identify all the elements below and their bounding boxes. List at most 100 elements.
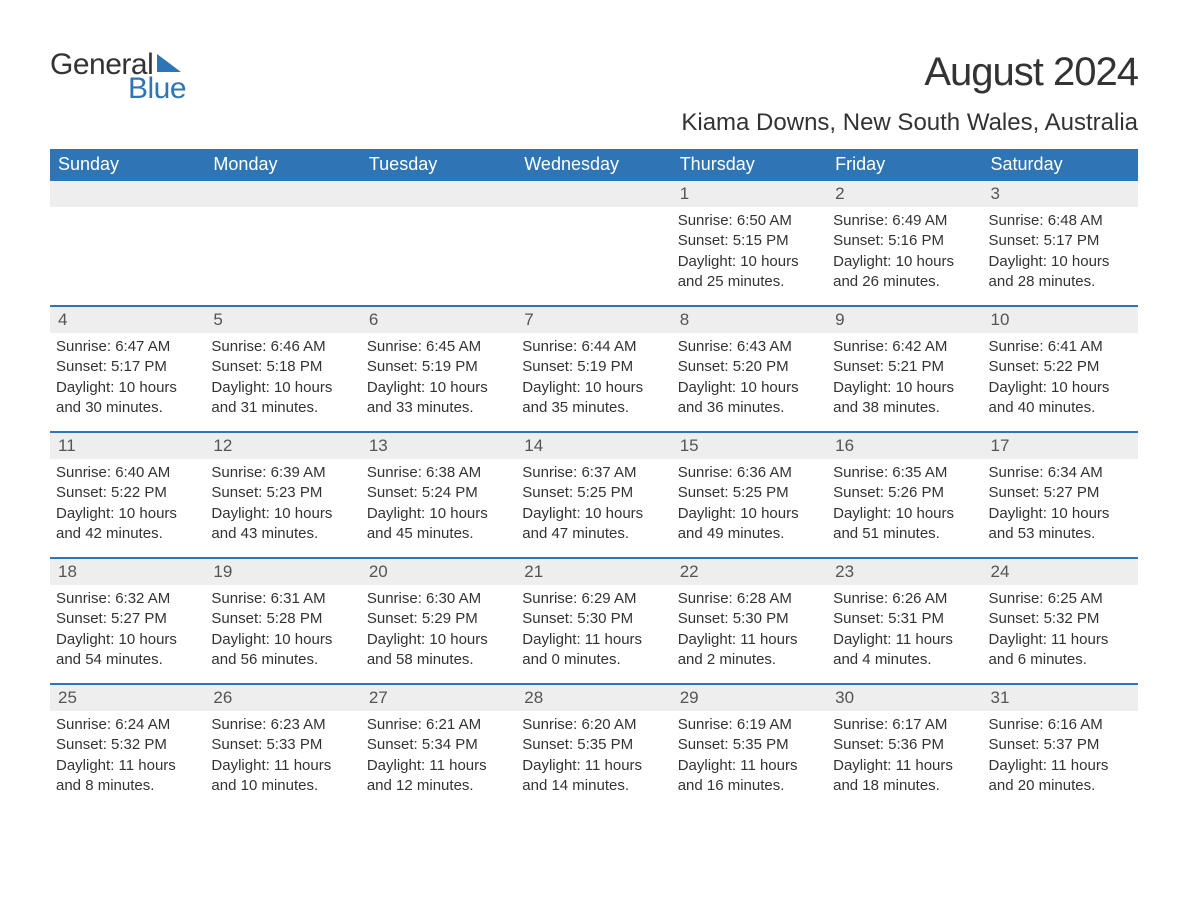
day-details: Sunrise: 6:34 AMSunset: 5:27 PMDaylight:… bbox=[989, 463, 1132, 544]
day-cell: 23Sunrise: 6:26 AMSunset: 5:31 PMDayligh… bbox=[827, 559, 982, 683]
detail-line: Sunrise: 6:48 AM bbox=[989, 211, 1132, 231]
day-number: 18 bbox=[50, 559, 205, 585]
detail-line: Sunrise: 6:45 AM bbox=[367, 337, 510, 357]
day-cell: 20Sunrise: 6:30 AMSunset: 5:29 PMDayligh… bbox=[361, 559, 516, 683]
detail-line: and 36 minutes. bbox=[678, 398, 821, 418]
day-details: Sunrise: 6:25 AMSunset: 5:32 PMDaylight:… bbox=[989, 589, 1132, 670]
detail-line: and 53 minutes. bbox=[989, 524, 1132, 544]
day-details: Sunrise: 6:44 AMSunset: 5:19 PMDaylight:… bbox=[522, 337, 665, 418]
detail-line: and 30 minutes. bbox=[56, 398, 199, 418]
detail-line: Sunrise: 6:34 AM bbox=[989, 463, 1132, 483]
detail-line: Sunrise: 6:40 AM bbox=[56, 463, 199, 483]
detail-line: Sunrise: 6:23 AM bbox=[211, 715, 354, 735]
day-details: Sunrise: 6:17 AMSunset: 5:36 PMDaylight:… bbox=[833, 715, 976, 796]
detail-line: Sunrise: 6:46 AM bbox=[211, 337, 354, 357]
calendar-week: ....1Sunrise: 6:50 AMSunset: 5:15 PMDayl… bbox=[50, 181, 1138, 305]
detail-line: Daylight: 11 hours bbox=[56, 756, 199, 776]
detail-line: Sunrise: 6:17 AM bbox=[833, 715, 976, 735]
day-cell: 13Sunrise: 6:38 AMSunset: 5:24 PMDayligh… bbox=[361, 433, 516, 557]
day-details: Sunrise: 6:29 AMSunset: 5:30 PMDaylight:… bbox=[522, 589, 665, 670]
detail-line: and 14 minutes. bbox=[522, 776, 665, 796]
detail-line: and 42 minutes. bbox=[56, 524, 199, 544]
detail-line: Daylight: 11 hours bbox=[678, 630, 821, 650]
detail-line: and 35 minutes. bbox=[522, 398, 665, 418]
day-number: 14 bbox=[516, 433, 671, 459]
day-cell: 18Sunrise: 6:32 AMSunset: 5:27 PMDayligh… bbox=[50, 559, 205, 683]
weekday-header-row: Sunday Monday Tuesday Wednesday Thursday… bbox=[50, 149, 1138, 181]
detail-line: Sunset: 5:22 PM bbox=[56, 483, 199, 503]
day-number: 15 bbox=[672, 433, 827, 459]
brand-text-2: Blue bbox=[128, 74, 186, 104]
day-details: Sunrise: 6:41 AMSunset: 5:22 PMDaylight:… bbox=[989, 337, 1132, 418]
day-number: 7 bbox=[516, 307, 671, 333]
detail-line: Daylight: 10 hours bbox=[678, 378, 821, 398]
day-number: 19 bbox=[205, 559, 360, 585]
detail-line: and 18 minutes. bbox=[833, 776, 976, 796]
day-number: 17 bbox=[983, 433, 1138, 459]
day-number: 5 bbox=[205, 307, 360, 333]
detail-line: and 31 minutes. bbox=[211, 398, 354, 418]
detail-line: and 47 minutes. bbox=[522, 524, 665, 544]
detail-line: Sunset: 5:23 PM bbox=[211, 483, 354, 503]
detail-line: and 49 minutes. bbox=[678, 524, 821, 544]
brand-logo: General Blue bbox=[50, 50, 186, 104]
detail-line: Sunset: 5:16 PM bbox=[833, 231, 976, 251]
day-cell: 29Sunrise: 6:19 AMSunset: 5:35 PMDayligh… bbox=[672, 685, 827, 809]
title-block: August 2024 Kiama Downs, New South Wales… bbox=[681, 50, 1138, 137]
day-number: . bbox=[50, 181, 205, 207]
detail-line: Daylight: 11 hours bbox=[833, 630, 976, 650]
detail-line: Sunrise: 6:24 AM bbox=[56, 715, 199, 735]
day-number: 6 bbox=[361, 307, 516, 333]
detail-line: Daylight: 11 hours bbox=[367, 756, 510, 776]
month-title: August 2024 bbox=[681, 50, 1138, 95]
day-details: Sunrise: 6:49 AMSunset: 5:16 PMDaylight:… bbox=[833, 211, 976, 292]
weekday-header: Sunday bbox=[50, 149, 205, 181]
detail-line: and 16 minutes. bbox=[678, 776, 821, 796]
detail-line: Sunrise: 6:19 AM bbox=[678, 715, 821, 735]
day-number: 16 bbox=[827, 433, 982, 459]
day-cell: 27Sunrise: 6:21 AMSunset: 5:34 PMDayligh… bbox=[361, 685, 516, 809]
day-details: Sunrise: 6:46 AMSunset: 5:18 PMDaylight:… bbox=[211, 337, 354, 418]
detail-line: Sunset: 5:15 PM bbox=[678, 231, 821, 251]
detail-line: Daylight: 10 hours bbox=[367, 378, 510, 398]
day-number: . bbox=[361, 181, 516, 207]
day-cell: . bbox=[205, 181, 360, 305]
detail-line: and 58 minutes. bbox=[367, 650, 510, 670]
day-number: 9 bbox=[827, 307, 982, 333]
detail-line: Sunset: 5:37 PM bbox=[989, 735, 1132, 755]
day-cell: . bbox=[50, 181, 205, 305]
day-details: Sunrise: 6:40 AMSunset: 5:22 PMDaylight:… bbox=[56, 463, 199, 544]
weekday-header: Tuesday bbox=[361, 149, 516, 181]
day-details: Sunrise: 6:30 AMSunset: 5:29 PMDaylight:… bbox=[367, 589, 510, 670]
weekday-header: Friday bbox=[827, 149, 982, 181]
detail-line: Sunrise: 6:32 AM bbox=[56, 589, 199, 609]
day-cell: 10Sunrise: 6:41 AMSunset: 5:22 PMDayligh… bbox=[983, 307, 1138, 431]
day-number: 4 bbox=[50, 307, 205, 333]
day-number: 22 bbox=[672, 559, 827, 585]
weekday-header: Monday bbox=[205, 149, 360, 181]
detail-line: Daylight: 11 hours bbox=[833, 756, 976, 776]
day-cell: 3Sunrise: 6:48 AMSunset: 5:17 PMDaylight… bbox=[983, 181, 1138, 305]
day-details: Sunrise: 6:35 AMSunset: 5:26 PMDaylight:… bbox=[833, 463, 976, 544]
detail-line: Daylight: 10 hours bbox=[211, 504, 354, 524]
detail-line: Daylight: 10 hours bbox=[56, 630, 199, 650]
detail-line: Sunset: 5:24 PM bbox=[367, 483, 510, 503]
detail-line: and 4 minutes. bbox=[833, 650, 976, 670]
day-details: Sunrise: 6:20 AMSunset: 5:35 PMDaylight:… bbox=[522, 715, 665, 796]
day-cell: . bbox=[516, 181, 671, 305]
day-number: 25 bbox=[50, 685, 205, 711]
detail-line: Sunrise: 6:43 AM bbox=[678, 337, 821, 357]
detail-line: Sunrise: 6:28 AM bbox=[678, 589, 821, 609]
detail-line: Sunrise: 6:25 AM bbox=[989, 589, 1132, 609]
detail-line: Daylight: 10 hours bbox=[56, 504, 199, 524]
day-number: 12 bbox=[205, 433, 360, 459]
detail-line: Daylight: 10 hours bbox=[211, 378, 354, 398]
day-number: 26 bbox=[205, 685, 360, 711]
detail-line: Sunrise: 6:36 AM bbox=[678, 463, 821, 483]
day-details: Sunrise: 6:21 AMSunset: 5:34 PMDaylight:… bbox=[367, 715, 510, 796]
detail-line: Sunrise: 6:41 AM bbox=[989, 337, 1132, 357]
detail-line: and 8 minutes. bbox=[56, 776, 199, 796]
detail-line: Sunrise: 6:35 AM bbox=[833, 463, 976, 483]
detail-line: Sunset: 5:25 PM bbox=[522, 483, 665, 503]
day-details: Sunrise: 6:19 AMSunset: 5:35 PMDaylight:… bbox=[678, 715, 821, 796]
